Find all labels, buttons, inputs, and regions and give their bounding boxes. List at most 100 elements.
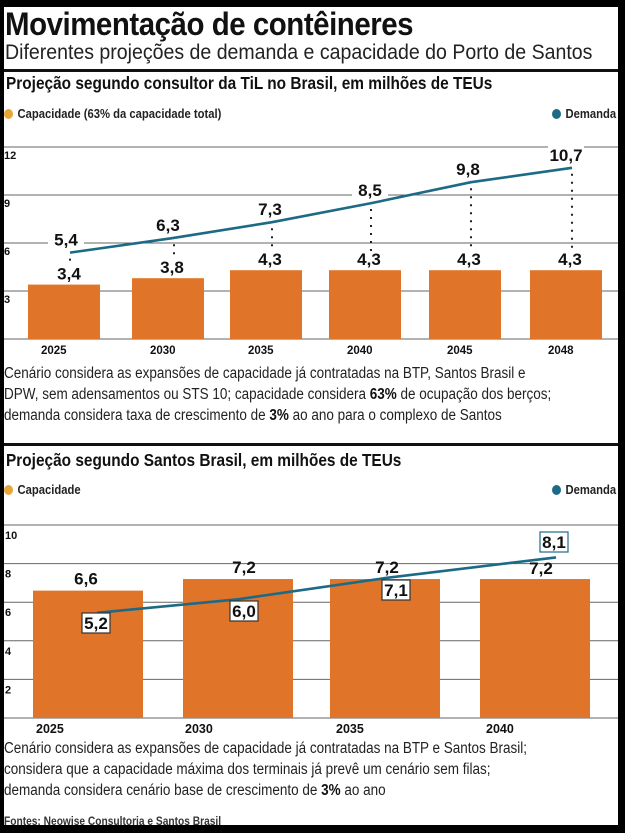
demand-data-label: 7,3 [258,200,282,219]
legend-demand-1: Demanda [552,107,616,121]
capacity-data-label: 4,3 [457,250,481,269]
x-tick-label: 2040 [347,345,373,357]
note-emphasis: 3% [321,782,341,799]
demand-label-bg [150,215,186,234]
demand-data-label: 5,2 [84,614,108,633]
note-emphasis: 63% [369,386,397,403]
note-text: DPW, sem adensamentos ou STS 10; capacid… [4,386,370,403]
note-line: demanda considera taxa de crescimento de… [4,405,551,426]
demand-label-bg [48,229,84,248]
x-tick-label: 2048 [548,345,574,357]
legend-label: Capacidade (63% da capacidade total) [17,107,222,121]
demand-data-label: 8,1 [542,533,566,552]
note-emphasis: 3% [269,407,289,424]
demand-data-label: 5,4 [54,231,78,250]
capacity-bar [28,284,100,339]
note-line: DPW, sem adensamentos ou STS 10; capacid… [4,384,551,405]
demand-label-box [539,531,569,553]
capacity-data-label: 7,2 [232,558,256,577]
note-text: demanda considera cenário base de cresci… [4,782,322,799]
section2-note: Cenário considera as expansões de capaci… [4,738,527,801]
y-tick-label: 4 [5,646,12,658]
capacity-bar [530,270,602,339]
capacity-bar [480,579,590,718]
note-text: de ocupação dos berços; [396,386,552,403]
demand-label-bg [548,144,584,163]
demand-data-label: 6,3 [156,216,180,235]
legend-label: Capacidade [17,483,81,497]
demand-label-bg [352,180,388,198]
note-text: considera que a capacidade máxima dos te… [4,761,491,778]
note-text: ao ano [340,782,386,799]
capacity-bar [329,270,401,339]
x-tick-label: 2030 [185,722,213,736]
y-tick-label: 12 [4,150,16,162]
demand-data-label: 8,5 [358,181,382,200]
note-line: considera que a capacidade máxima dos te… [4,759,527,780]
chart-santos-brasil: 2 4 6 8 10 6,6 7,2 7,2 7,2 5,2 6,0 7,1 8,1 2025 2030 20… [4,524,618,736]
legend-capacity-2: Capacidade [4,483,81,497]
y-tick-label: 6 [5,607,11,619]
x-tick-label: 2035 [336,722,364,736]
source-note: Fontes: Neowise Consultoria e Santos Bra… [4,814,222,825]
capacity-data-label: 4,3 [357,250,381,269]
y-tick-label: 10 [5,530,17,542]
capacity-bar [330,579,440,718]
x-tick-label: 2040 [486,722,514,736]
note-line: Cenário considera as expansões de capaci… [4,363,551,384]
note-text: demanda considera taxa de crescimento de [4,407,270,424]
page-subtitle: Diferentes projeções de demanda e capaci… [5,41,593,64]
infographic: Movimentação de contêineres Diferentes p… [4,7,618,825]
demand-legend-dot-icon [552,485,561,495]
demand-legend-dot-icon [552,109,561,119]
note-line: Cenário considera as expansões de capaci… [4,738,527,759]
capacity-data-label: 7,2 [529,559,553,578]
capacity-legend-dot-icon [4,109,13,119]
page-title: Movimentação de contêineres [5,7,414,42]
x-tick-label: 2025 [41,345,67,357]
demand-data-label: 10,7 [549,146,582,165]
section1-note: Cenário considera as expansões de capaci… [4,363,551,426]
section1-title: Projeção segundo consultor da TiL no Bra… [6,73,493,93]
capacity-data-label: 3,4 [57,265,81,284]
capacity-data-label: 6,6 [74,570,98,589]
capacity-bar [132,278,204,339]
demand-label-bg [450,159,486,178]
divider [4,443,618,446]
demand-label-box [381,579,411,601]
note-text: Cenário considera as expansões de capaci… [4,365,526,382]
capacity-data-label: 4,3 [558,250,582,269]
x-tick-label: 2045 [447,345,473,357]
legend-label: Demanda [565,107,617,121]
divider [4,69,618,72]
capacity-bar [33,590,143,718]
demand-data-label: 6,0 [232,602,256,621]
legend-capacity-1: Capacidade (63% da capacidade total) [4,107,221,121]
capacity-data-label: 7,2 [375,558,399,577]
capacity-data-label: 3,8 [160,258,184,277]
chart-til: 3 6 9 12 5,4 6,3 7,3 8,5 9,8 10,7 3,4 3,8 4,3 4,3 4,3 4… [4,144,618,357]
capacity-bar [429,270,501,339]
y-tick-label: 3 [4,294,10,306]
demand-label-box [81,612,111,634]
capacity-bar [230,270,302,339]
section2-title: Projeção segundo Santos Brasil, em milhõ… [6,450,402,470]
demand-data-label: 9,8 [456,160,480,179]
x-tick-label: 2030 [150,345,176,357]
y-tick-label: 8 [5,569,11,581]
demand-line [69,166,573,254]
y-tick-label: 9 [4,198,10,210]
legend-label: Demanda [565,483,617,497]
x-tick-label: 2025 [36,722,64,736]
y-tick-label: 2 [5,684,11,696]
demand-line [96,556,557,615]
note-text: Cenário considera as expansões de capaci… [4,740,527,757]
demand-data-label: 7,1 [384,581,408,600]
demand-label-box [229,600,259,622]
capacity-data-label: 4,3 [258,250,282,269]
note-text: ao ano para o complexo de Santos [288,407,502,424]
y-tick-label: 6 [4,246,10,258]
x-tick-label: 2035 [248,345,274,357]
legend-demand-2: Demanda [552,483,616,497]
capacity-legend-dot-icon [4,485,13,495]
